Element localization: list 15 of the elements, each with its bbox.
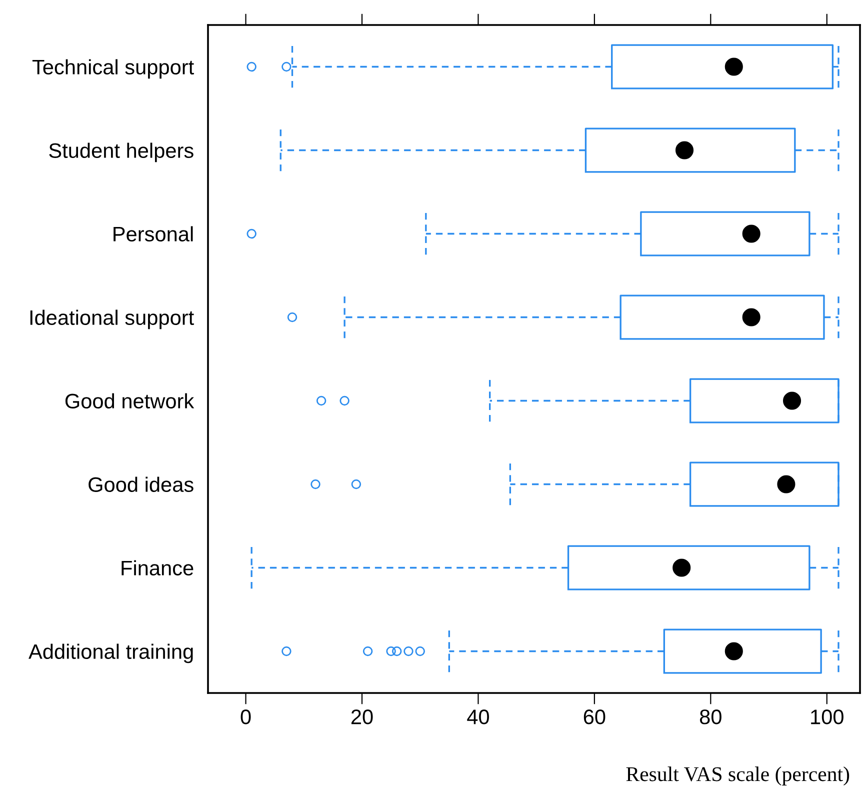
y-tick-label: Personal [114,226,193,242]
x-axis-title: Result VAS scale (percent) [626,766,850,786]
x-tick-label: 40 [467,710,489,724]
y-tick-label: Finance [122,560,194,576]
x-tick-label: 60 [584,710,606,724]
y-tick-label: Ideational support [30,310,194,330]
x-tick-label: 0 [240,710,251,724]
y-tick-label: Good network [65,393,194,409]
x-tick-label: 100 [811,710,844,724]
y-tick-label: Additional training [28,644,193,664]
y-tick-label: Student helpers [49,142,194,162]
x-tick-label: 80 [700,710,722,724]
y-tick-label: Technical support [32,59,194,79]
x-tick-label: 20 [351,710,373,724]
y-tick-label: Good ideas [88,476,194,492]
